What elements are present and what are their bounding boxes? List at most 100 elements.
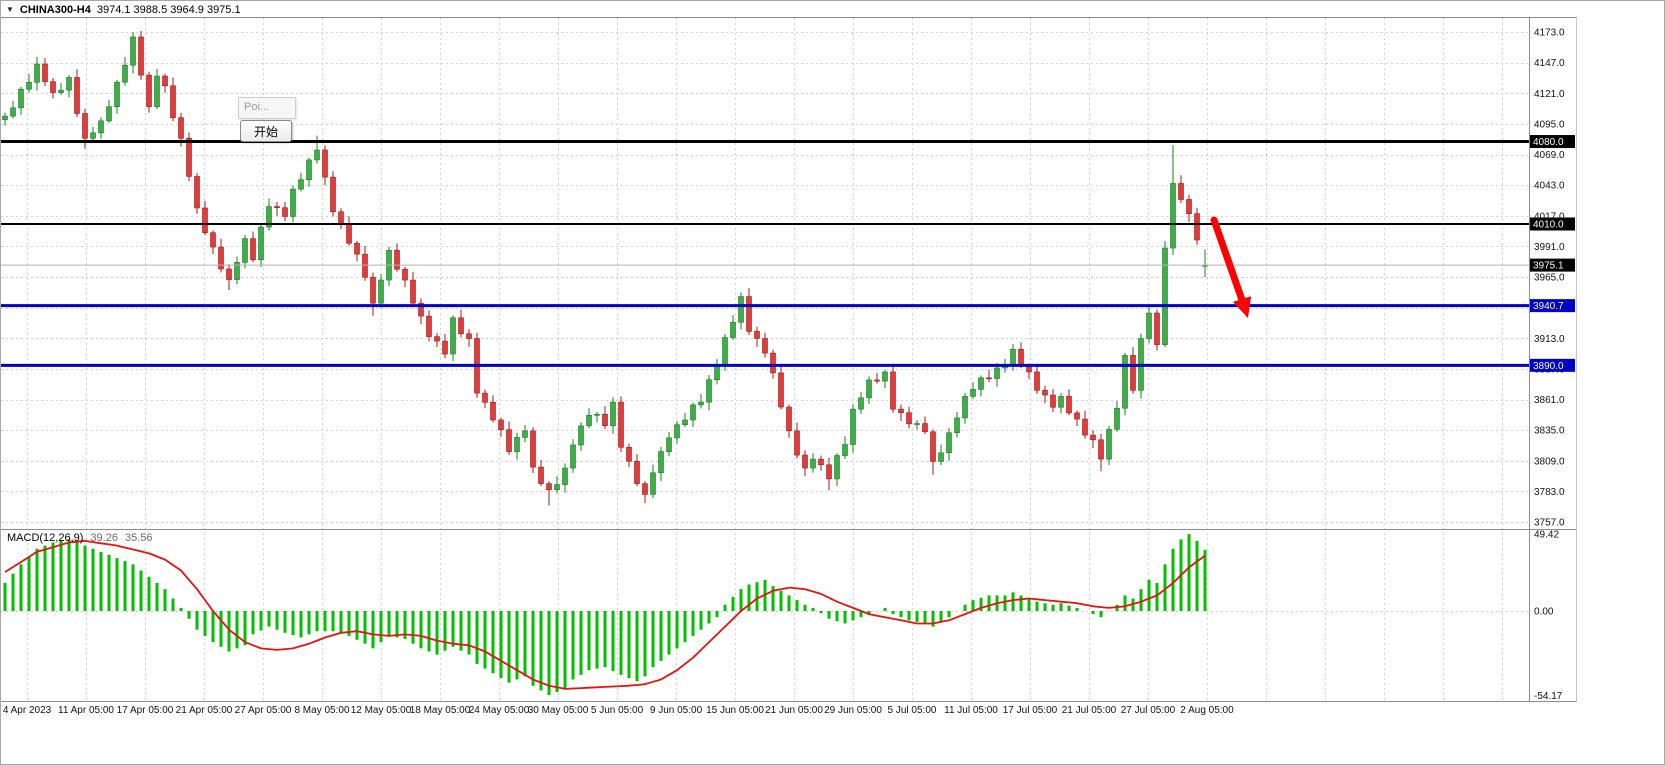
candle (442, 334, 448, 359)
candle (106, 99, 112, 124)
candle (650, 464, 656, 498)
candle (730, 315, 736, 340)
svg-text:4147.0: 4147.0 (1534, 58, 1565, 69)
candle (1202, 249, 1208, 278)
candle (50, 78, 56, 99)
price-label-3890.0: 3890.0 (1530, 358, 1575, 372)
candle (946, 428, 952, 461)
candle (10, 100, 16, 119)
time-axis[interactable]: 4 Apr 2023 11 Apr 05:00 17 Apr 05:00 21 Apr… (3, 705, 1234, 716)
candle (914, 419, 920, 430)
svg-text:3861.0: 3861.0 (1534, 395, 1565, 406)
candle (114, 79, 120, 114)
candle (218, 238, 224, 273)
candle (930, 429, 936, 475)
symbol-dropdown-icon[interactable]: ▼ (6, 4, 14, 14)
macd-indicator-label: MACD(12,26,9) 39.26 35.56 (7, 532, 152, 544)
grid-layer (1, 18, 1529, 701)
macd-signal-value: 35.56 (124, 532, 153, 544)
time-label: 29 Jun 05:00 (824, 705, 882, 716)
candle (2, 112, 8, 126)
candle (1106, 425, 1112, 465)
start-button[interactable]: 开始 (240, 120, 292, 142)
macd-main-value: 39.26 (90, 532, 118, 544)
candle (346, 216, 352, 246)
time-label: 30 May 05:00 (528, 705, 589, 716)
chart-symbol: CHINA300-H4 (19, 3, 91, 16)
candle (754, 326, 760, 347)
svg-text:3975.1: 3975.1 (1533, 261, 1564, 272)
candle (450, 315, 456, 362)
candle (234, 256, 240, 285)
candle (1066, 389, 1072, 416)
candle (514, 432, 520, 460)
candle (482, 389, 488, 409)
candle (490, 395, 496, 423)
candle (858, 391, 864, 414)
trend-arrow[interactable] (1210, 216, 1252, 318)
svg-text:4069.0: 4069.0 (1534, 150, 1565, 161)
candle (834, 453, 840, 486)
candle (530, 427, 536, 473)
time-label: 11 Jul 05:00 (944, 705, 998, 716)
svg-text:3913.0: 3913.0 (1534, 334, 1565, 345)
candle (802, 450, 808, 477)
time-label: 8 May 05:00 (294, 705, 349, 716)
time-label: 5 Jun 05:00 (591, 705, 644, 716)
candle (866, 376, 872, 404)
svg-text:3809.0: 3809.0 (1534, 456, 1565, 467)
candle (658, 446, 664, 482)
candle (58, 83, 64, 95)
candle (666, 432, 672, 457)
candle (66, 75, 72, 98)
candle (362, 245, 368, 281)
candle (466, 329, 472, 347)
candle (290, 185, 296, 223)
candle (458, 309, 464, 338)
time-label: 17 Jul 05:00 (1003, 705, 1058, 716)
candle (42, 58, 48, 87)
svg-text:3835.0: 3835.0 (1534, 426, 1565, 437)
candle (970, 382, 976, 399)
candle (818, 455, 824, 471)
candle (322, 145, 328, 186)
time-label: 11 Apr 05:00 (58, 705, 114, 716)
candle (850, 404, 856, 453)
candle (1050, 389, 1056, 412)
macd-histogram (3, 534, 1207, 696)
svg-text:-54.17: -54.17 (1534, 691, 1563, 702)
svg-text:4080.0: 4080.0 (1533, 137, 1564, 148)
candle (74, 69, 80, 118)
candle (634, 454, 640, 486)
time-label: 9 Jun 05:00 (650, 705, 703, 716)
time-label: 18 May 05:00 (410, 705, 471, 716)
candle (410, 271, 416, 307)
candle (426, 310, 432, 342)
candle (378, 274, 384, 308)
candle (394, 243, 400, 272)
candle (1074, 410, 1080, 427)
candle (170, 77, 176, 122)
candle (154, 68, 160, 110)
horizontal-lines[interactable] (1, 140, 1529, 367)
candle (370, 272, 376, 316)
time-label: 21 Apr 05:00 (176, 705, 233, 716)
price-label-4080.0: 4080.0 (1530, 135, 1575, 149)
candle (18, 86, 24, 115)
tooltip-popup: Poi... 开始 (238, 97, 296, 142)
time-label: 27 Apr 05:00 (235, 705, 292, 716)
time-label: 21 Jun 05:00 (765, 705, 823, 716)
candle (578, 422, 584, 451)
candle (610, 397, 616, 434)
time-label: 2 Aug 05:00 (1180, 705, 1234, 716)
candle (562, 463, 568, 493)
candle (210, 230, 216, 255)
candle (986, 369, 992, 383)
panel-borders (1, 17, 1577, 702)
candle (306, 157, 312, 187)
price-axis[interactable]: 4173.0 4147.0 4121.0 4095.0 4069.0 4043.0 4017… (1530, 28, 1575, 702)
candle (242, 235, 248, 269)
time-label: 4 Apr 2023 (3, 705, 52, 716)
candle (98, 117, 104, 139)
